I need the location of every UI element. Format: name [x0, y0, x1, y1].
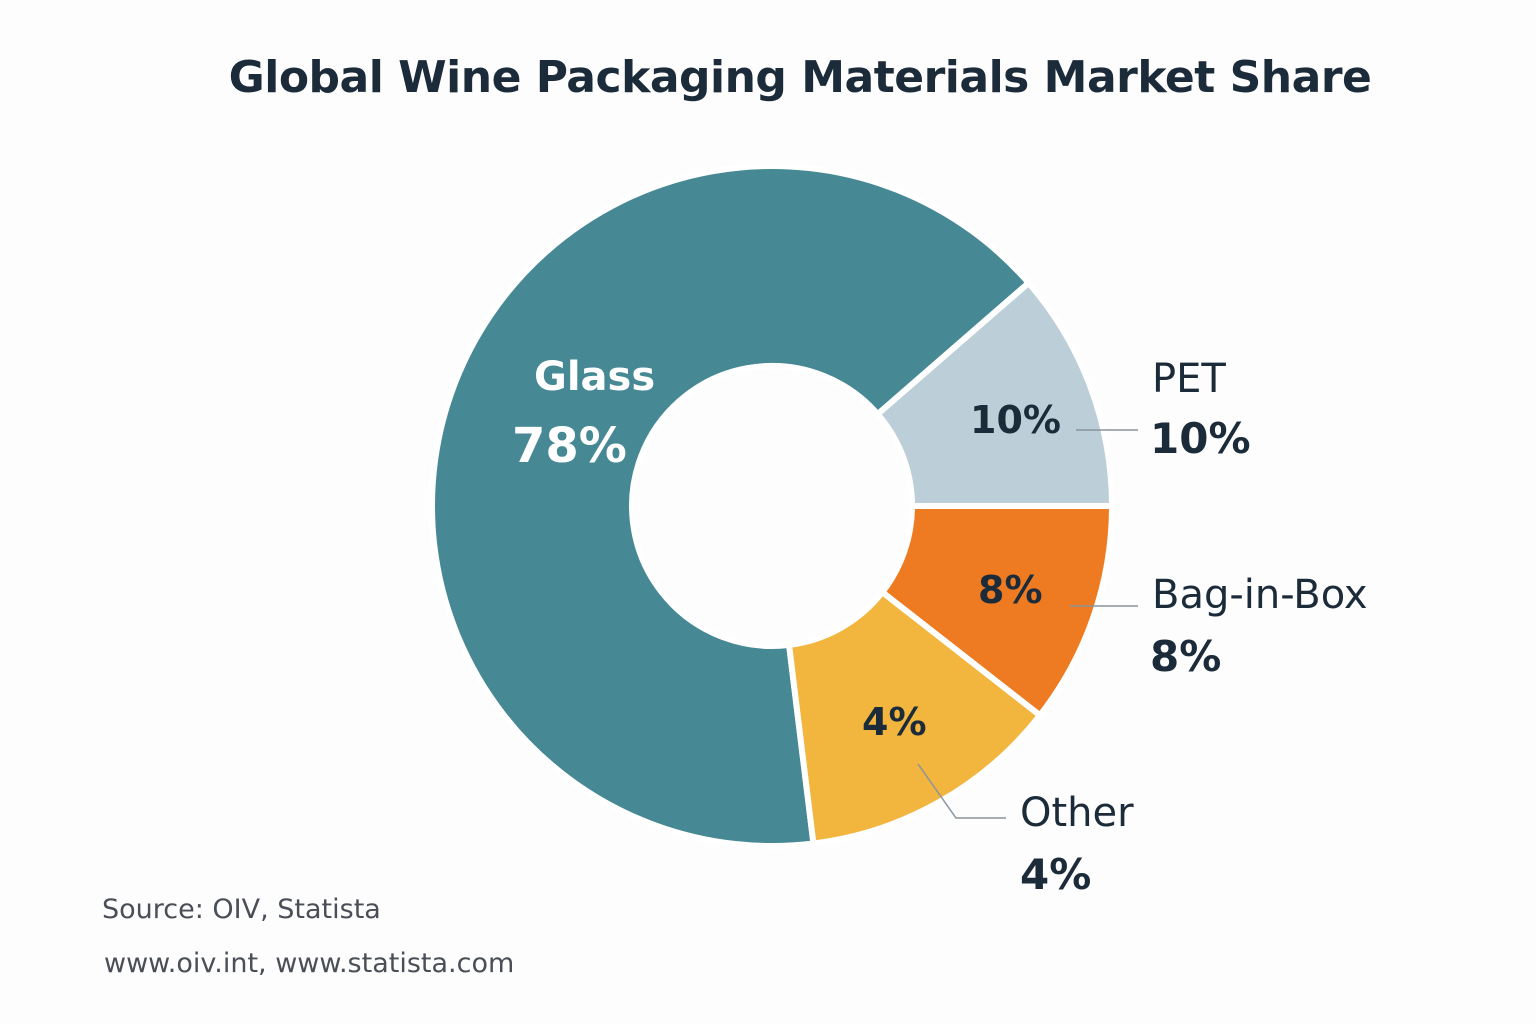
glass-value: 78%: [512, 418, 627, 474]
donut-slices: [429, 163, 1116, 849]
pet-inner-value: 10%: [970, 398, 1061, 442]
glass-label: Glass: [534, 354, 656, 400]
slice-bag-in-box: [878, 503, 1116, 720]
bag-in-box-label: Bag-in-Box: [1152, 572, 1368, 618]
source-urls: www.oiv.int, www.statista.com: [104, 948, 515, 979]
bag-in-box-value: 8%: [1150, 632, 1222, 681]
leader-line-other: [917, 763, 1006, 819]
leader-lines: [917, 429, 1138, 819]
other-value: 4%: [1020, 850, 1092, 899]
other-inner-value: 4%: [862, 700, 927, 744]
slice-glass: [429, 163, 1033, 849]
other-label: Other: [1020, 790, 1134, 836]
slice-other: [785, 587, 1045, 847]
chart-title: Global Wine Packaging Materials Market S…: [228, 52, 1372, 103]
pet-value: 10%: [1150, 414, 1251, 463]
source-note: Source: OIV, Statista: [102, 894, 381, 925]
pet-label: PET: [1152, 356, 1226, 402]
bag-in-box-inner-value: 8%: [978, 568, 1043, 612]
slice-pet: [873, 278, 1116, 509]
